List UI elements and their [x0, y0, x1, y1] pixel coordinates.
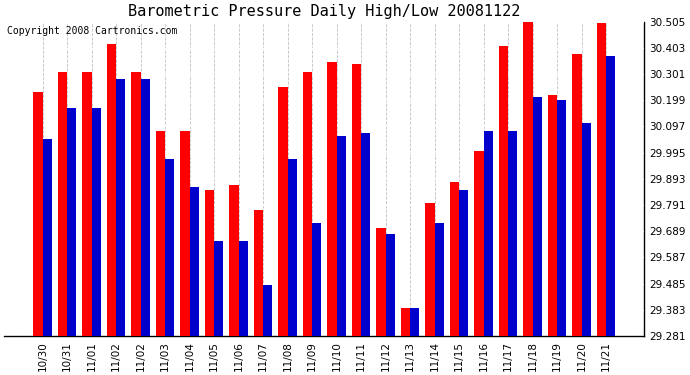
Bar — [165, 159, 175, 336]
Bar — [484, 131, 493, 336]
Title: Barometric Pressure Daily High/Low 20081122: Barometric Pressure Daily High/Low 20081… — [128, 4, 520, 19]
Bar — [361, 134, 371, 336]
Bar — [82, 72, 92, 336]
Bar — [386, 234, 395, 336]
Bar — [459, 190, 469, 336]
Bar — [33, 92, 43, 336]
Bar — [214, 241, 224, 336]
Bar — [523, 18, 533, 336]
Bar — [606, 56, 615, 336]
Bar — [508, 131, 518, 336]
Bar — [116, 80, 126, 336]
Bar — [352, 64, 361, 336]
Bar — [254, 210, 263, 336]
Bar — [376, 228, 386, 336]
Bar — [597, 23, 606, 336]
Bar — [557, 100, 566, 336]
Bar — [156, 131, 165, 336]
Bar — [474, 152, 484, 336]
Bar — [92, 108, 101, 336]
Bar — [312, 223, 322, 336]
Bar — [499, 46, 508, 336]
Text: Copyright 2008 Cartronics.com: Copyright 2008 Cartronics.com — [8, 26, 178, 36]
Bar — [533, 98, 542, 336]
Bar — [303, 72, 312, 336]
Bar — [107, 44, 116, 336]
Bar — [180, 131, 190, 336]
Bar — [435, 223, 444, 336]
Bar — [327, 62, 337, 336]
Bar — [337, 136, 346, 336]
Bar — [410, 308, 420, 336]
Bar — [239, 241, 248, 336]
Bar — [67, 108, 77, 336]
Bar — [131, 72, 141, 336]
Bar — [263, 285, 273, 336]
Bar — [190, 188, 199, 336]
Bar — [425, 203, 435, 336]
Bar — [288, 159, 297, 336]
Bar — [278, 87, 288, 336]
Bar — [58, 72, 67, 336]
Bar — [43, 138, 52, 336]
Bar — [450, 182, 459, 336]
Bar — [548, 95, 557, 336]
Bar — [582, 123, 591, 336]
Bar — [401, 308, 410, 336]
Bar — [205, 190, 214, 336]
Bar — [229, 185, 239, 336]
Bar — [572, 54, 582, 336]
Bar — [141, 80, 150, 336]
